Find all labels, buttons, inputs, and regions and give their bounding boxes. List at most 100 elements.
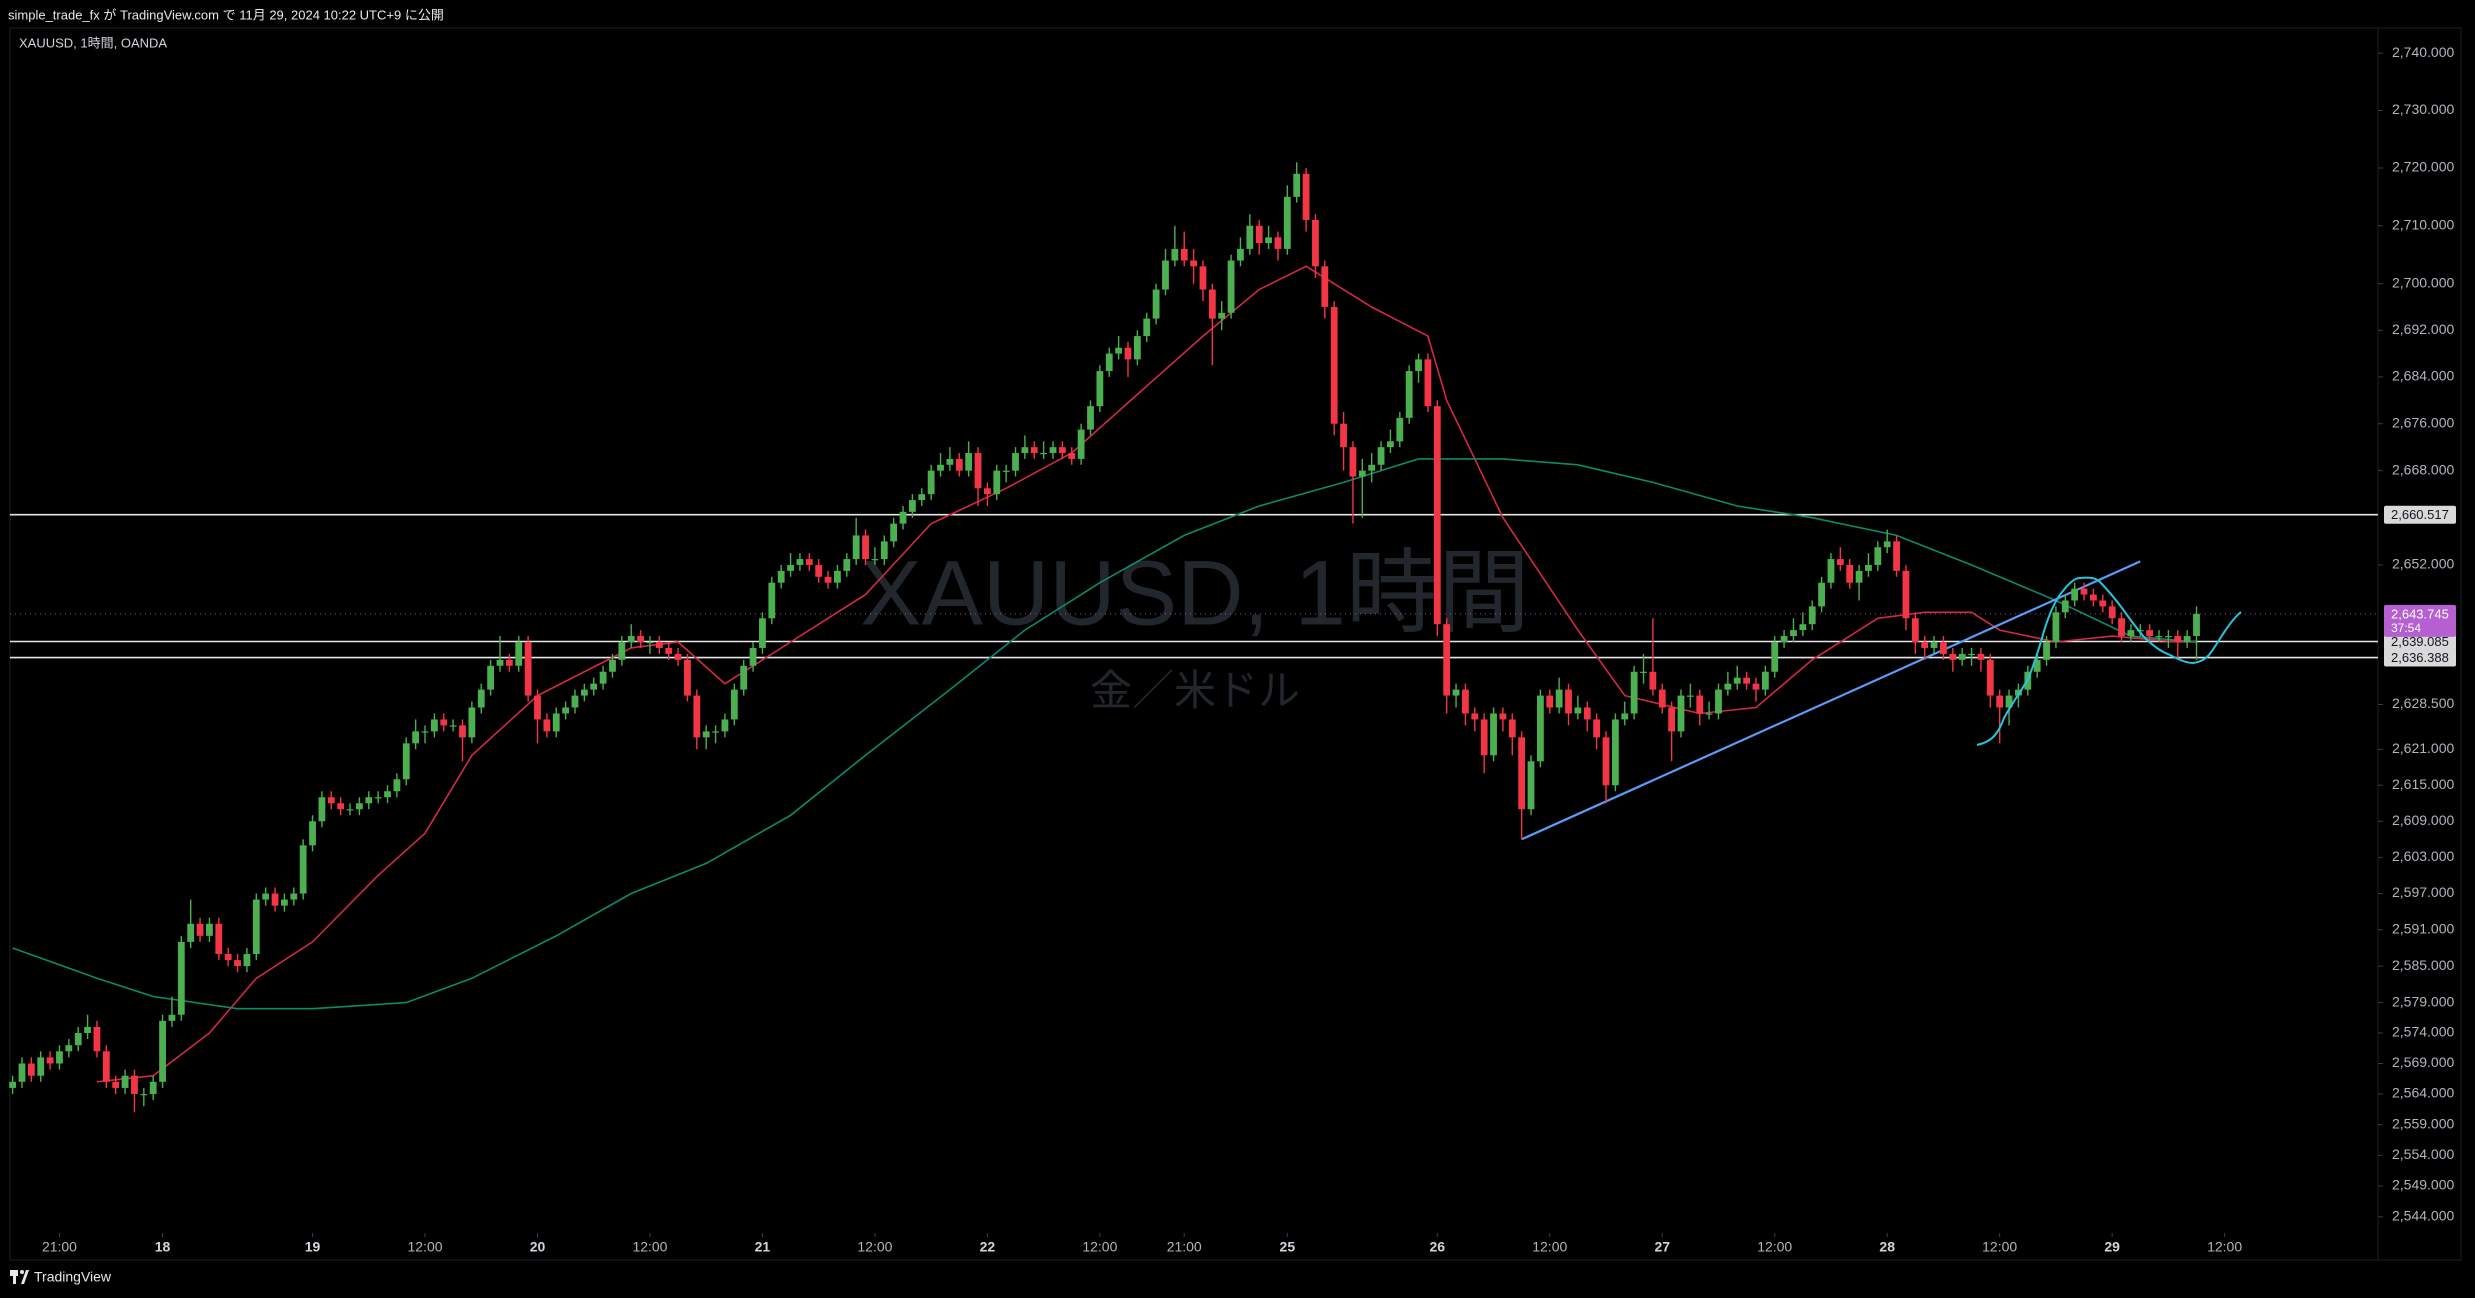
candle-body <box>1368 464 1376 471</box>
candle-body <box>9 1081 16 1088</box>
y-tick-label: 2,579.000 <box>2392 993 2454 1009</box>
candle-body <box>1527 761 1535 810</box>
x-tick-label: 12:00 <box>2207 1239 2242 1255</box>
candle-body <box>140 1094 148 1096</box>
candle-body <box>337 803 345 810</box>
candle-body <box>46 1057 54 1064</box>
y-tick-label: 2,684.000 <box>2392 368 2454 384</box>
y-tick-label: 2,603.000 <box>2392 848 2454 864</box>
candle-body <box>1330 306 1338 424</box>
candle-body <box>374 797 382 799</box>
freehand-curve <box>1976 576 2242 746</box>
candle-body <box>1199 266 1207 290</box>
candle-body <box>796 559 804 565</box>
candle-body <box>646 642 654 644</box>
candle-body <box>281 899 288 906</box>
candle-body <box>1686 695 1694 697</box>
candle-body <box>1462 689 1469 714</box>
y-tick-label: 2,668.000 <box>2392 461 2454 477</box>
candle-body <box>1208 289 1216 319</box>
candle-body <box>1096 371 1104 407</box>
x-tick-label: 21:00 <box>42 1239 77 1255</box>
candle-body <box>1705 713 1713 715</box>
candle-body <box>2136 630 2144 632</box>
x-tick-label: 12:00 <box>632 1239 667 1255</box>
candle-body <box>1030 447 1038 454</box>
candle-body <box>1424 359 1432 407</box>
candle-body <box>196 923 204 936</box>
candle-body <box>149 1081 157 1095</box>
candle-body <box>1752 683 1760 690</box>
candle-body <box>655 642 663 648</box>
candle-body <box>159 1020 166 1082</box>
candle-body <box>805 559 813 565</box>
candle-body <box>1986 659 1994 696</box>
candle-body <box>749 647 757 666</box>
candle-body <box>2099 600 2107 607</box>
candle-body <box>740 665 748 690</box>
candle-body <box>1799 624 1807 631</box>
candle-body <box>112 1081 120 1088</box>
x-tick-label: 19 <box>305 1239 321 1255</box>
candle-body <box>609 659 616 672</box>
x-tick-label: 12:00 <box>1082 1239 1117 1255</box>
candle-body <box>899 511 907 524</box>
candle-body <box>618 642 626 660</box>
candle-body <box>1443 624 1451 696</box>
price-tag-label: 2,639.085 <box>2391 634 2449 649</box>
candle-body <box>1087 406 1094 430</box>
y-tick-label: 2,564.000 <box>2392 1085 2454 1101</box>
candle-body <box>1143 318 1151 337</box>
candle-body <box>1930 642 1938 648</box>
candle-body <box>871 559 879 561</box>
candle-body <box>1724 683 1732 690</box>
candle-body <box>93 1026 101 1052</box>
logo-part <box>21 1270 29 1284</box>
candle-body <box>1583 707 1591 720</box>
footer: TradingView <box>10 1269 112 1285</box>
candle-body <box>1968 653 1975 656</box>
candle-body <box>177 941 185 1015</box>
candle-body <box>824 576 832 583</box>
candle-body <box>983 488 991 495</box>
candle-body <box>1536 695 1544 762</box>
candle-body <box>862 535 869 560</box>
candle-body <box>693 695 701 738</box>
candle-body <box>946 458 954 465</box>
countdown-label: 37:54 <box>2391 621 2421 635</box>
candle-body <box>1696 695 1704 714</box>
x-tick-label: 21:00 <box>1167 1239 1202 1255</box>
x-tick-label: 12:00 <box>857 1239 892 1255</box>
candle-body <box>834 570 841 583</box>
y-tick-label: 2,559.000 <box>2392 1115 2454 1131</box>
candle-body <box>1836 559 1844 565</box>
candle-body <box>2061 600 2069 613</box>
candle-body <box>1049 447 1057 454</box>
last-price-label: 2,643.745 <box>2391 606 2449 621</box>
candle-body <box>102 1051 110 1082</box>
x-tick-label: 12:00 <box>1757 1239 1792 1255</box>
candle-body <box>599 671 607 684</box>
candle-body <box>318 797 326 822</box>
candle-body <box>1058 447 1066 454</box>
candle-body <box>1790 630 1797 637</box>
candle-body <box>1171 248 1179 261</box>
candle-body <box>1002 470 1010 472</box>
candle-body <box>459 725 466 738</box>
chart-frame <box>9 27 2462 1261</box>
candle-body <box>1274 237 1282 249</box>
candle-body <box>721 719 729 732</box>
watermark: XAUUSD, 1時間 <box>860 542 1530 644</box>
candle-body <box>384 791 391 798</box>
candle-body <box>1771 642 1779 672</box>
candle-body <box>1255 225 1263 244</box>
logo-part <box>20 1270 24 1274</box>
candle-body <box>1883 541 1891 548</box>
candle-body <box>1733 677 1741 684</box>
price-tag-label: 2,660.517 <box>2391 507 2449 522</box>
candle-body <box>955 458 963 471</box>
candle-body <box>552 713 560 732</box>
